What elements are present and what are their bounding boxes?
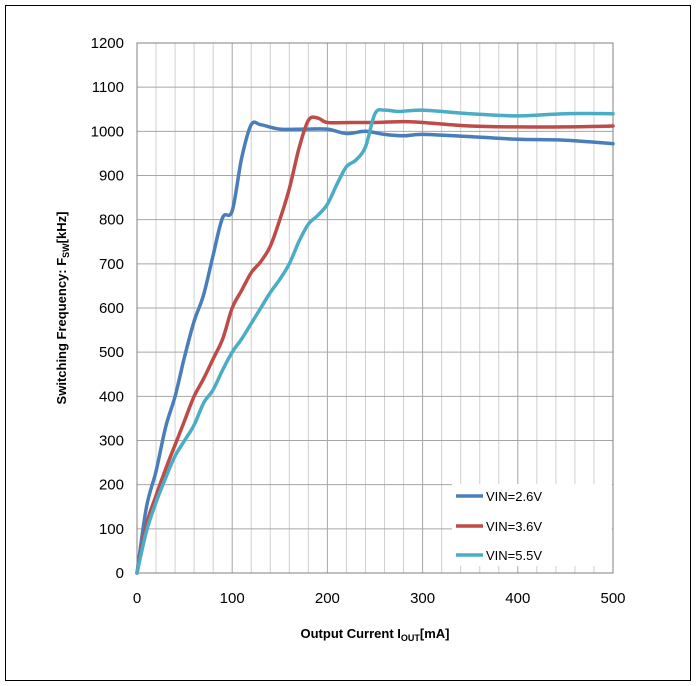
legend-label-vin-2-6v: VIN=2.6V bbox=[486, 489, 542, 504]
y-tick-label: 300 bbox=[99, 433, 124, 450]
y-tick-label: 600 bbox=[99, 300, 124, 317]
series-line-3 bbox=[135, 108, 615, 575]
x-tick-labels: 0 100 200 300 400 500 bbox=[133, 590, 626, 607]
legend: VIN=2.6V VIN=3.6V VIN=5.5V bbox=[452, 484, 612, 566]
y-tick-label: 1200 bbox=[91, 35, 124, 52]
y-tick-label: 500 bbox=[99, 344, 124, 361]
legend-label-vin-5-5v: VIN=5.5V bbox=[486, 548, 542, 563]
y-tick-label: 900 bbox=[99, 168, 124, 185]
x-tick-label: 400 bbox=[505, 590, 530, 607]
y-axis-label: Switching Frequency: FSW[kHz] bbox=[54, 212, 71, 405]
series-line-1 bbox=[135, 120, 615, 575]
y-tick-label: 100 bbox=[99, 521, 124, 538]
y-tick-label: 700 bbox=[99, 256, 124, 273]
y-tick-label: 0 bbox=[116, 565, 124, 582]
y-tick-label: 1100 bbox=[92, 79, 124, 96]
legend-item-vin-3-6v: VIN=3.6V bbox=[456, 519, 542, 534]
chart-frame bbox=[5, 5, 691, 681]
y-tick-labels: 0 100 200 300 400 500 600 700 800 900 1000 1100 1200 bbox=[91, 35, 124, 582]
y-tick-label: 200 bbox=[99, 477, 124, 494]
y-tick-label: 1000 bbox=[91, 123, 124, 140]
y-tick-label: 400 bbox=[99, 388, 124, 405]
legend-item-vin-5-5v: VIN=5.5V bbox=[456, 548, 542, 563]
x-axis-label: Output Current IOUT[mA] bbox=[301, 626, 450, 643]
x-tick-label: 500 bbox=[600, 590, 625, 607]
series-lines bbox=[135, 108, 615, 575]
x-tick-label: 0 bbox=[133, 590, 141, 607]
x-tick-label: 200 bbox=[315, 590, 340, 607]
plot-area bbox=[136, 42, 614, 574]
legend-item-vin-2-6v: VIN=2.6V bbox=[456, 489, 542, 504]
legend-label-vin-3-6v: VIN=3.6V bbox=[486, 519, 542, 534]
y-tick-label: 800 bbox=[99, 212, 124, 229]
series-line-2 bbox=[135, 115, 615, 575]
x-tick-label: 100 bbox=[220, 590, 245, 607]
x-tick-label: 300 bbox=[410, 590, 435, 607]
